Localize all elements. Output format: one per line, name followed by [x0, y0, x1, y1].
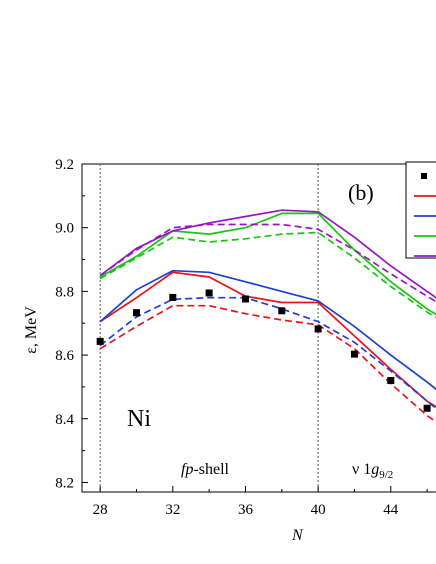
series-line-6 — [99, 209, 436, 299]
x-axis-label: N — [291, 527, 304, 544]
series-line-7 — [99, 223, 436, 303]
series-group — [99, 209, 436, 423]
experiment-point — [169, 293, 177, 301]
series-line-1 — [99, 304, 436, 423]
series-line-3 — [99, 296, 436, 410]
experiment-point — [278, 307, 286, 315]
panel-label: (b) — [348, 180, 374, 205]
experiment-point — [314, 325, 322, 333]
y-tick-label: 9.2 — [55, 157, 74, 173]
y-tick-label: 8.4 — [55, 412, 74, 428]
series-line-2 — [99, 269, 436, 391]
legend — [405, 161, 436, 259]
experiment-point — [350, 350, 358, 358]
series-line-0 — [99, 271, 436, 408]
plot-frame — [81, 163, 436, 493]
experiment-point — [423, 404, 431, 412]
y-axis: 8.2 8.4 8.6 8.8 9.0 9.2 — [55, 157, 88, 491]
y-axis-label: ε, MeV — [23, 306, 40, 354]
nu-g92-label: ν 1g9/2 — [352, 461, 393, 481]
experiment-point — [241, 295, 249, 303]
experiment-point — [96, 337, 104, 345]
nucleus-label: Ni — [127, 406, 151, 432]
x-tick-label: 32 — [165, 502, 180, 518]
series-line-4 — [99, 212, 436, 316]
x-tick-label: 36 — [238, 502, 254, 518]
experiment-point — [387, 377, 395, 385]
x-axis: 28 32 36 40 44 — [93, 486, 428, 518]
legend-marker — [421, 173, 427, 179]
y-tick-label: 8.6 — [55, 348, 74, 364]
x-tick-label: 40 — [311, 502, 326, 518]
y-tick-label: 9.0 — [55, 221, 74, 237]
x-tick-label: 28 — [93, 502, 108, 518]
fp-shell-label: fp-shell — [181, 461, 230, 478]
series-line-5 — [99, 231, 436, 319]
y-tick-label: 8.8 — [55, 284, 74, 300]
experiment-point — [205, 289, 213, 297]
experiment-point — [132, 309, 140, 317]
x-tick-label: 44 — [383, 502, 399, 518]
experiment-markers — [96, 289, 431, 412]
y-tick-label: 8.2 — [55, 475, 74, 491]
